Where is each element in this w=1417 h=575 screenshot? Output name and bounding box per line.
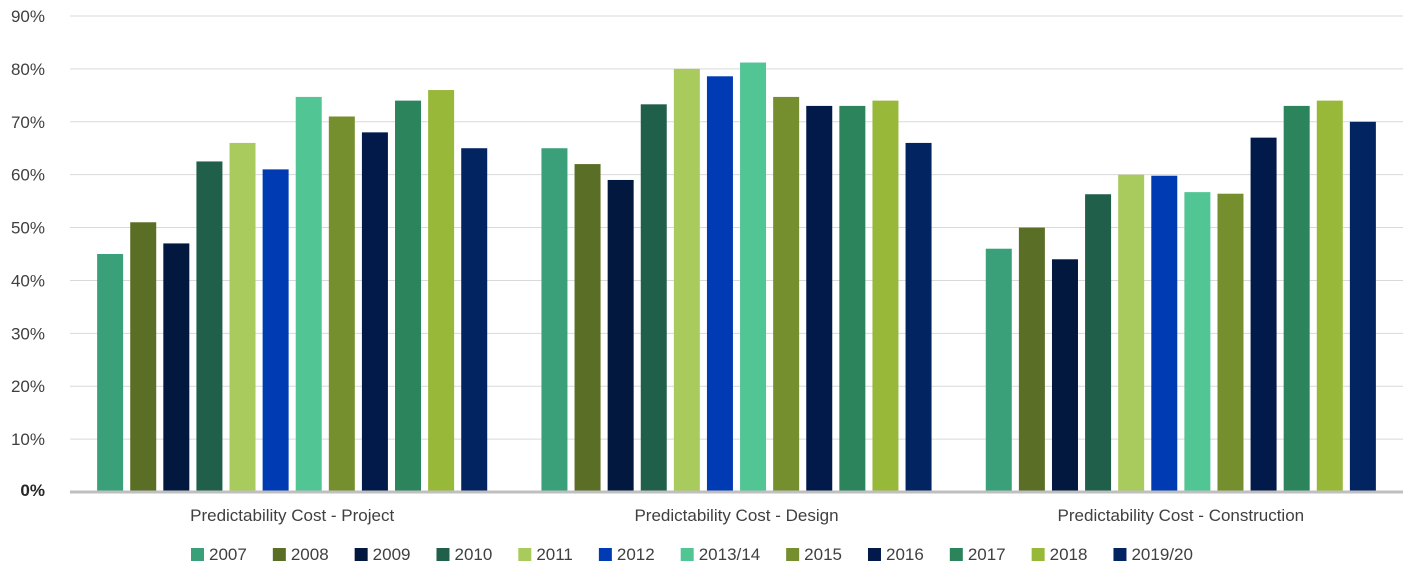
bar xyxy=(740,62,767,492)
bar xyxy=(1151,175,1178,492)
bar xyxy=(163,243,190,492)
y-tick-label: 20% xyxy=(11,377,45,396)
bars xyxy=(97,62,1376,493)
bar xyxy=(361,132,388,493)
bar xyxy=(773,96,800,493)
bar xyxy=(806,105,833,492)
legend-swatch xyxy=(518,548,532,561)
legend-label: 2018 xyxy=(1050,545,1088,564)
legend-label: 2008 xyxy=(291,545,329,564)
legend-label: 2012 xyxy=(617,545,655,564)
axes: 0% 10% 20% 30% 40% 50% 60% 70% 80% 90% Predictabil… xyxy=(11,7,1403,525)
bar xyxy=(839,105,866,492)
legend-swatch xyxy=(867,548,881,561)
bar xyxy=(1051,259,1078,492)
bar xyxy=(461,148,488,492)
legend-label: 2013/14 xyxy=(699,545,760,564)
legend-swatch xyxy=(436,548,450,561)
y-tick-label: 10% xyxy=(11,430,45,449)
bar xyxy=(1283,105,1310,492)
bar xyxy=(673,68,700,492)
legend-label: 2009 xyxy=(373,545,411,564)
bar xyxy=(1018,227,1045,492)
bar xyxy=(872,100,899,493)
bar xyxy=(97,254,124,492)
bar xyxy=(541,148,568,492)
bar xyxy=(395,100,422,493)
y-tick-label: 70% xyxy=(11,113,45,132)
y-tick-label: 50% xyxy=(11,219,45,238)
legend-label: 2007 xyxy=(209,545,247,564)
legend-swatch xyxy=(786,548,800,561)
legend-swatch xyxy=(680,548,694,561)
legend-label: 2016 xyxy=(886,545,924,564)
bar xyxy=(574,164,601,492)
x-category-label: Predictability Cost - Construction xyxy=(1058,506,1305,525)
x-category-label: Predictability Cost - Design xyxy=(634,506,838,525)
bar xyxy=(428,90,455,492)
y-tick-label: 0% xyxy=(20,481,45,500)
bar xyxy=(607,179,634,492)
bar xyxy=(328,116,355,493)
legend-label: 2019/20 xyxy=(1131,545,1192,564)
legend-swatch xyxy=(949,548,963,561)
bar xyxy=(1085,194,1112,493)
bar xyxy=(985,248,1012,492)
x-category-label: Predictability Cost - Project xyxy=(190,506,394,525)
bar xyxy=(295,96,322,493)
bar xyxy=(1118,174,1145,493)
legend-swatch xyxy=(191,548,204,561)
bar xyxy=(1217,193,1244,492)
bar xyxy=(1316,100,1343,493)
bar xyxy=(262,169,289,492)
y-tick-label: 40% xyxy=(11,271,45,290)
bar xyxy=(196,161,223,492)
legend-swatch xyxy=(1113,548,1127,561)
bar xyxy=(1349,121,1376,492)
y-tick-label: 30% xyxy=(11,324,45,343)
gridlines xyxy=(70,15,1403,440)
legend-swatch xyxy=(354,548,368,561)
bar xyxy=(130,222,157,492)
legend-label: 2015 xyxy=(804,545,842,564)
legend-label: 2010 xyxy=(454,545,492,564)
legend-swatch xyxy=(598,548,612,561)
y-tick-label: 80% xyxy=(11,60,45,79)
y-tick-label: 60% xyxy=(11,166,45,185)
y-tick-label: 90% xyxy=(11,7,45,26)
legend-swatch xyxy=(272,548,286,561)
bar xyxy=(1250,137,1277,492)
legend-label: 2011 xyxy=(536,545,573,564)
bar xyxy=(1184,192,1211,492)
bar xyxy=(229,142,256,492)
bar xyxy=(905,142,932,492)
bar xyxy=(640,104,667,492)
legend: 2007 2008 2009 2010 2011 2012 2013/14 2015 2016 2… xyxy=(191,545,1193,564)
bar xyxy=(706,76,733,492)
legend-label: 2017 xyxy=(968,545,1006,564)
legend-swatch xyxy=(1031,548,1045,561)
